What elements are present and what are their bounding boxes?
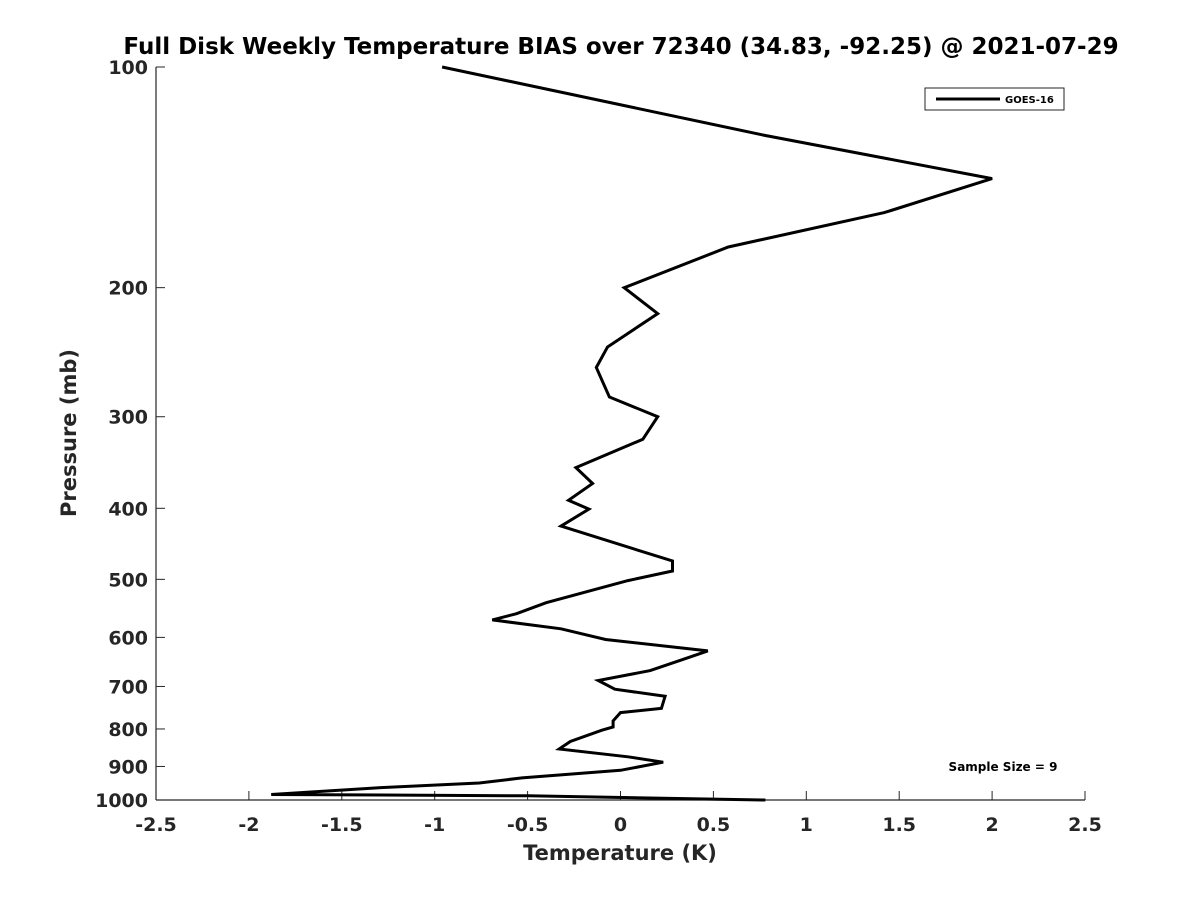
y-tick-label: 800: [108, 719, 148, 741]
x-tick-label: 1: [800, 814, 813, 836]
x-tick-label: 1.5: [882, 814, 916, 836]
x-tick-label: 2.5: [1068, 814, 1102, 836]
y-tick-label: 600: [108, 627, 148, 649]
x-tick-label: 0: [614, 814, 627, 836]
y-tick-label: 900: [108, 756, 148, 778]
y-axis: 100 200 300 400 500 600 700 800 900 1000: [95, 57, 165, 812]
y-tick-label: 700: [108, 676, 148, 698]
x-tick-label: -2: [238, 814, 259, 836]
x-tick-label: 2: [985, 814, 998, 836]
x-axis: -2.5 -2 -1.5 -1 -0.5 0 0.5 1 1.5 2 2.5: [135, 791, 1102, 836]
y-tick-label: 300: [108, 407, 148, 429]
x-tick-label: -1: [424, 814, 445, 836]
chart-title: Full Disk Weekly Temperature BIAS over 7…: [123, 34, 1118, 60]
sample-size-annotation: Sample Size = 9: [949, 760, 1058, 774]
x-axis-label: Temperature (K): [523, 841, 717, 865]
x-tick-label: -0.5: [507, 814, 549, 836]
x-tick-label: 0.5: [697, 814, 731, 836]
y-tick-label: 1000: [95, 790, 148, 812]
series-line-goes-16: [271, 65, 993, 802]
y-tick-label: 500: [108, 569, 148, 591]
y-axis-label: Pressure (mb): [57, 349, 81, 517]
x-tick-label: -1.5: [321, 814, 363, 836]
y-tick-label: 400: [108, 498, 148, 520]
y-tick-label: 100: [108, 57, 148, 79]
y-tick-label: 200: [108, 278, 148, 300]
x-tick-label: -2.5: [135, 814, 177, 836]
legend: GOES-16: [924, 87, 1065, 111]
legend-label-goes-16: GOES-16: [1005, 95, 1054, 106]
